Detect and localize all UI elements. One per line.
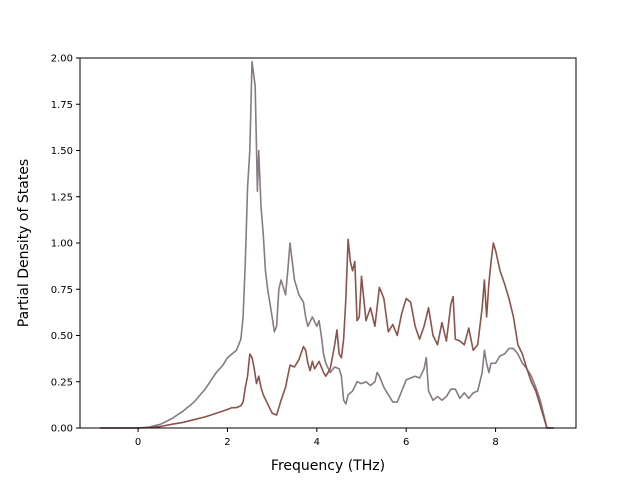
x-axis-ticks: 0 2 4 6 8 bbox=[135, 428, 499, 448]
x-tick-label: 8 bbox=[492, 437, 498, 448]
series-line-2 bbox=[100, 238, 554, 429]
x-tick-label: 2 bbox=[224, 437, 230, 448]
x-tick-label: 4 bbox=[314, 437, 320, 448]
y-tick-label: 1.00 bbox=[51, 239, 73, 250]
x-axis-title: Frequency (THz) bbox=[271, 458, 385, 474]
y-tick-label: 0.25 bbox=[51, 377, 73, 388]
y-tick-label: 0.75 bbox=[51, 285, 73, 296]
y-tick-label: 1.25 bbox=[51, 192, 73, 203]
y-tick-label: 2.00 bbox=[51, 54, 73, 65]
x-tick-label: 0 bbox=[135, 437, 141, 448]
y-axis-title: Partial Density of States bbox=[16, 159, 32, 327]
x-tick-label: 6 bbox=[403, 437, 409, 448]
y-tick-label: 0.00 bbox=[51, 424, 73, 435]
y-tick-label: 1.50 bbox=[51, 146, 73, 157]
series-layer bbox=[100, 60, 554, 429]
y-tick-label: 0.50 bbox=[51, 331, 73, 342]
y-axis-ticks: 0.00 0.25 0.50 0.75 1.00 1.25 1.50 1.75 2.00 bbox=[51, 54, 80, 435]
series-line-1 bbox=[100, 60, 554, 429]
y-tick-label: 1.75 bbox=[51, 100, 73, 111]
